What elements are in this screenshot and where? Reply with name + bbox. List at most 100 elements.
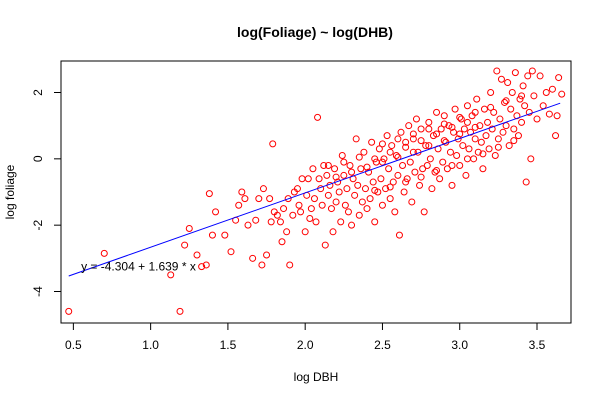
data-point [212, 208, 220, 216]
data-point [329, 228, 337, 236]
data-point [508, 89, 516, 97]
data-point [378, 201, 386, 209]
data-point [511, 69, 519, 77]
data-point [255, 195, 263, 203]
data-point [457, 115, 465, 123]
data-point [397, 128, 405, 136]
data-point [518, 92, 526, 100]
data-point [310, 195, 318, 203]
data-point [363, 205, 371, 213]
data-point [315, 175, 323, 183]
data-point [348, 168, 356, 176]
data-point [354, 181, 362, 189]
data-point [494, 143, 502, 151]
data-point [433, 130, 441, 138]
data-point [298, 175, 306, 183]
x-tick-label: 3.0 [451, 338, 468, 352]
data-point [501, 98, 509, 106]
data-point [208, 231, 216, 239]
data-point [377, 175, 385, 183]
data-point [252, 216, 260, 224]
regression-line [68, 102, 561, 277]
data-point [548, 85, 556, 93]
data-point [558, 90, 566, 98]
data-point [176, 307, 184, 315]
data-point [382, 185, 390, 193]
data-point [378, 158, 386, 166]
data-point [456, 130, 464, 138]
data-point [366, 195, 374, 203]
data-point [518, 118, 526, 126]
data-point [502, 97, 510, 105]
x-tick-label: 2.5 [374, 338, 391, 352]
data-point [309, 165, 317, 173]
data-point [371, 186, 379, 194]
data-point [439, 158, 447, 166]
data-point [368, 138, 376, 146]
data-point [411, 168, 419, 176]
data-point [536, 72, 544, 80]
data-point [400, 188, 408, 196]
data-point [269, 140, 277, 148]
data-point [205, 190, 213, 198]
data-point [391, 208, 399, 216]
data-point [198, 263, 206, 271]
data-point [422, 142, 430, 150]
y-tick-label: -4 [31, 286, 45, 297]
data-point [539, 102, 547, 110]
data-point [324, 191, 332, 199]
data-point [301, 228, 309, 236]
data-point [327, 205, 335, 213]
data-point [425, 118, 433, 126]
data-point [380, 155, 388, 163]
data-point [375, 145, 383, 153]
data-point [259, 185, 267, 193]
regression-equation: y = -4.304 + 1.639 * x [81, 260, 196, 274]
data-point [448, 123, 456, 131]
data-point [307, 205, 315, 213]
data-point [528, 67, 536, 75]
data-point [471, 135, 479, 143]
y-tick-label: 2 [31, 89, 45, 96]
data-point [266, 195, 274, 203]
data-point [358, 198, 366, 206]
data-point [263, 251, 271, 259]
data-point [505, 142, 513, 150]
data-point [497, 75, 505, 83]
data-point [357, 165, 365, 173]
y-tick-label: -2 [31, 220, 45, 231]
data-point [335, 188, 343, 196]
data-point [389, 178, 397, 186]
data-point [471, 123, 479, 131]
data-point [456, 161, 464, 169]
data-point [507, 105, 515, 113]
data-point [241, 195, 249, 203]
x-tick-label: 0.5 [65, 338, 82, 352]
data-point [525, 108, 533, 116]
data-point [473, 95, 481, 103]
data-point [440, 120, 448, 128]
data-point [276, 218, 284, 226]
data-point [465, 145, 473, 153]
data-point [527, 155, 535, 163]
data-point [471, 108, 479, 116]
data-point [490, 108, 498, 116]
data-point [238, 188, 246, 196]
x-axis-label: log DBH [294, 370, 339, 384]
data-point [408, 198, 416, 206]
data-point [289, 211, 297, 219]
data-point [324, 161, 332, 169]
data-point [371, 218, 379, 226]
data-point [348, 221, 356, 229]
data-point [323, 171, 331, 179]
data-point [450, 128, 458, 136]
data-point [360, 148, 368, 156]
data-point [344, 208, 352, 216]
data-point [235, 201, 243, 209]
data-point [280, 205, 288, 213]
data-point [463, 102, 471, 110]
data-point [419, 165, 427, 173]
data-point [433, 108, 441, 116]
data-point [485, 145, 493, 153]
